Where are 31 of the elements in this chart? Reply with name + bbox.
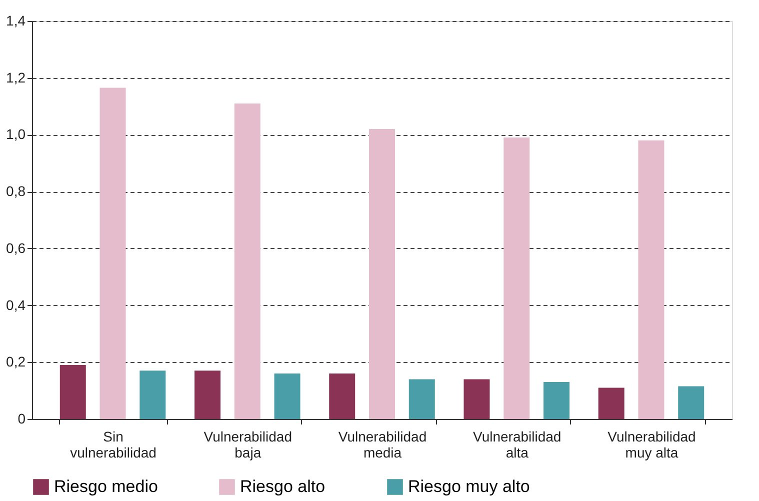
bar [544,382,570,419]
legend-label: Riesgo muy alto [408,477,530,496]
bar [194,370,220,419]
legend-label: Riesgo alto [240,477,326,496]
bar [100,88,126,419]
y-tick-label: 0,2 [6,354,26,370]
bar [329,374,356,419]
bar [140,370,166,419]
bar [369,129,395,419]
bar [464,379,490,419]
y-tick-label: 0,4 [6,296,26,313]
y-tick-label: 0 [18,410,26,426]
bar [234,103,260,419]
y-tick-label: 1,2 [6,69,26,86]
x-tick-label: Vulnerabilidad media [338,428,427,460]
bar [638,140,664,419]
bar [408,379,435,419]
bar [598,388,624,419]
y-tick-label: 1,0 [6,126,26,142]
x-tick-label: Vulnerabilidad muy alta [608,428,696,460]
x-tick-label: Sin vulnerabilidad [70,428,156,460]
bar [274,374,300,419]
y-tick-label: 0,6 [6,240,26,256]
bar [60,364,86,419]
y-tick-label: 1,4 [6,12,26,28]
x-tick-label: Vulnerabilidad baja [204,428,292,460]
y-tick-label: 0,8 [6,183,26,200]
bar [504,138,530,419]
bar [678,386,704,419]
legend-label: Riesgo medio [54,477,158,496]
x-tick-label: Vulnerabilidad alta [473,428,562,460]
